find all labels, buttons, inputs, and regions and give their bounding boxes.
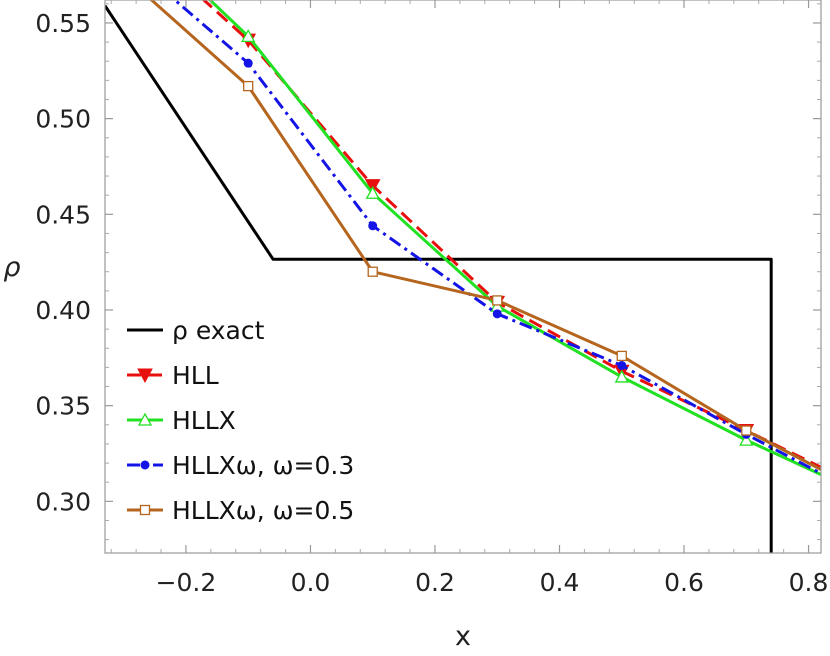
legend-swatch-marker xyxy=(140,460,150,470)
legend-item: HLLXω, ω=0.5 xyxy=(127,496,354,525)
axis-tick-labels: −0.2 0.0 0.2 0.4 0.6 0.8 0.30 0.35 0.40 0.45 0.50 0… xyxy=(35,9,828,597)
x-axis-label: x xyxy=(455,621,471,652)
y-tick-label: 0.35 xyxy=(35,392,91,421)
legend-label: HLLXω, ω=0.3 xyxy=(172,451,354,480)
data-point xyxy=(368,221,378,231)
y-tick-label: 0.30 xyxy=(35,487,91,516)
legend-label: HLLX xyxy=(172,406,236,435)
data-point xyxy=(739,432,754,446)
data-point xyxy=(365,185,380,199)
data-point xyxy=(616,350,627,362)
legend-item: HLL xyxy=(127,361,219,390)
x-tick-label: −0.2 xyxy=(156,568,217,597)
series-0 xyxy=(105,4,773,553)
data-point xyxy=(492,309,502,319)
data-point xyxy=(243,58,253,68)
series-line xyxy=(105,4,773,553)
data-point xyxy=(243,80,254,92)
y-tick-label: 0.55 xyxy=(35,9,91,38)
series-2 xyxy=(207,0,821,477)
legend-swatch-marker xyxy=(137,412,153,426)
series-4 xyxy=(149,0,821,472)
legend-swatch-marker xyxy=(139,504,151,516)
legend-item: HLLX xyxy=(127,406,236,435)
x-tick-label: 0.2 xyxy=(415,568,455,597)
axis-ticks xyxy=(105,0,821,553)
legend: ρ exact HLL HLLX HLLXω, ω=0.3 HLLXω, ω=0.5 xyxy=(127,316,354,525)
y-tick-label: 0.40 xyxy=(35,296,91,325)
x-tick-label: 0.4 xyxy=(540,568,580,597)
legend-label: HLL xyxy=(172,361,219,390)
data-point xyxy=(241,28,256,43)
x-tick-label: 0.8 xyxy=(789,568,829,597)
data-point xyxy=(741,425,752,436)
data-point xyxy=(614,369,629,383)
y-tick-label: 0.50 xyxy=(35,105,91,134)
x-tick-label: 0.0 xyxy=(291,568,331,597)
y-tick-label: 0.45 xyxy=(35,200,91,229)
series-layer xyxy=(105,0,821,553)
legend-swatch-marker xyxy=(137,368,153,384)
legend-item: ρ exact xyxy=(127,316,265,345)
y-axis-label: ρ xyxy=(3,252,20,283)
plot-frame xyxy=(104,0,822,554)
legend-label: ρ exact xyxy=(172,316,265,345)
data-point xyxy=(617,360,627,370)
data-point xyxy=(367,266,378,277)
legend-item: HLLXω, ω=0.3 xyxy=(127,451,354,480)
legend-label: HLLXω, ω=0.5 xyxy=(172,496,354,525)
x-tick-label: 0.6 xyxy=(664,568,704,597)
data-point xyxy=(492,295,503,306)
